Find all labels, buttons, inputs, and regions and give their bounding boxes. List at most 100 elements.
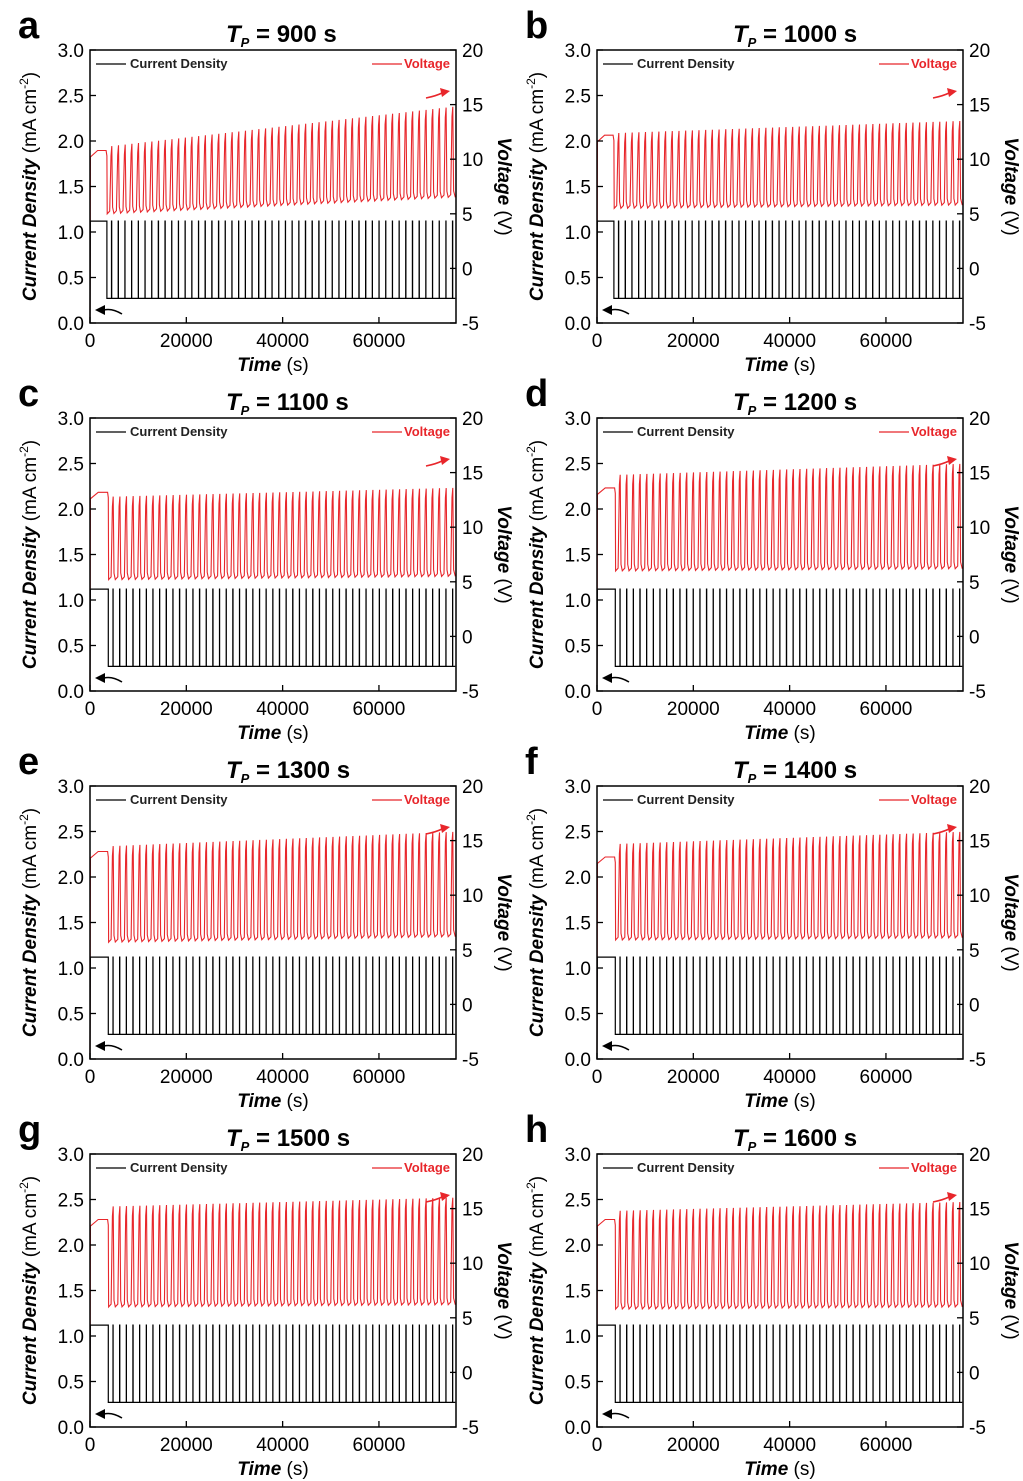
y-right-axis-label-main: Voltage bbox=[493, 1241, 514, 1309]
legend-voltage-label: Voltage bbox=[404, 56, 450, 71]
chart-panel-c: c TP = 1100 s 0 20000 40000 60000 0.0 0.5 1.0 1.5… bbox=[0, 368, 514, 744]
y-left-axis-label: Current Density (mA cm-2) bbox=[17, 808, 41, 1037]
y-left-tick-label: 0.5 bbox=[58, 637, 84, 658]
current-axis-arrow bbox=[103, 1412, 123, 1419]
y-right-tick-label: 20 bbox=[462, 777, 483, 798]
y-left-tick-label: 0.5 bbox=[565, 637, 591, 658]
y-left-axis-label-exponent: -2 bbox=[17, 78, 31, 89]
chart-panel-b: b TP = 1000 s 0 20000 40000 60000 0.0 0.5 1.0 1.5… bbox=[507, 0, 1021, 376]
y-left-tick-label: 0.0 bbox=[58, 314, 84, 335]
voltage-axis-arrow bbox=[932, 1196, 950, 1203]
y-right-tick-label: 20 bbox=[969, 41, 990, 62]
x-axis-label-unit: (s) bbox=[281, 1459, 308, 1480]
y-left-axis-label-main: Current Density bbox=[527, 1261, 548, 1405]
y-right-tick-label: 5 bbox=[969, 941, 980, 962]
current-axis-arrow bbox=[103, 676, 123, 683]
current-axis-arrowhead bbox=[95, 305, 105, 315]
y-left-tick-label: 1.5 bbox=[565, 1282, 591, 1303]
x-axis-label-unit: (s) bbox=[281, 355, 308, 376]
chart-svg: f TP = 1400 s 0 20000 40000 60000 0.0 0.5 1.0 1.5… bbox=[524, 741, 1021, 1112]
y-right-tick-label: 0 bbox=[969, 1363, 980, 1384]
y-right-tick-label: -5 bbox=[969, 314, 986, 335]
y-right-tick-label: 20 bbox=[462, 41, 483, 62]
y-left-tick-label: 2.0 bbox=[565, 1236, 591, 1257]
x-tick-label: 40000 bbox=[763, 331, 816, 352]
voltage-axis-arrow bbox=[932, 460, 950, 467]
x-tick-label: 0 bbox=[85, 331, 96, 352]
y-right-tick-label: 5 bbox=[462, 573, 473, 594]
x-tick-label: 40000 bbox=[763, 1435, 816, 1456]
y-left-axis-label: Current Density (mA cm-2) bbox=[17, 72, 41, 301]
legend-voltage-label: Voltage bbox=[911, 792, 957, 807]
x-tick-label: 60000 bbox=[353, 699, 406, 720]
x-tick-label: 60000 bbox=[353, 1435, 406, 1456]
title-variable: T bbox=[226, 21, 243, 48]
current-axis-arrowhead bbox=[95, 1041, 105, 1051]
y-right-tick-label: 15 bbox=[969, 1200, 990, 1221]
x-tick-label: 20000 bbox=[667, 699, 720, 720]
y-right-axis-label-main: Voltage bbox=[1000, 505, 1021, 573]
y-left-axis-label-main: Current Density bbox=[527, 893, 548, 1037]
x-axis-label: Time (s) bbox=[744, 723, 815, 744]
y-left-axis-label-exponent: -2 bbox=[17, 446, 31, 457]
panel-title: TP = 1600 s bbox=[733, 1125, 857, 1154]
y-left-tick-label: 2.5 bbox=[58, 823, 84, 844]
x-tick-label: 20000 bbox=[667, 1067, 720, 1088]
panel-letter: c bbox=[18, 373, 39, 415]
y-left-tick-label: 3.0 bbox=[565, 409, 591, 430]
x-axis-label-main: Time bbox=[237, 723, 281, 744]
y-left-tick-label: 2.5 bbox=[565, 1191, 591, 1212]
chart-svg: a TP = 900 s 0 20000 40000 60000 0.0 0.5 1.0 1.5 2… bbox=[17, 5, 514, 376]
y-right-axis-label-main: Voltage bbox=[493, 505, 514, 573]
y-right-axis-label: Voltage (V) bbox=[1000, 1241, 1021, 1340]
y-left-tick-label: 0.0 bbox=[565, 1050, 591, 1071]
y-right-axis-label-unit: (V) bbox=[1000, 573, 1021, 604]
current-density-series-line bbox=[89, 956, 456, 1060]
x-tick-label: 40000 bbox=[763, 1067, 816, 1088]
y-left-axis-label-main: Current Density bbox=[20, 1261, 41, 1405]
y-right-tick-label: 10 bbox=[969, 518, 990, 539]
x-tick-label: 0 bbox=[592, 331, 603, 352]
voltage-axis-arrow bbox=[425, 460, 443, 467]
y-right-tick-label: -5 bbox=[969, 1050, 986, 1071]
y-left-axis-label-exponent: -2 bbox=[524, 446, 538, 457]
y-left-tick-label: 3.0 bbox=[58, 41, 84, 62]
y-right-axis-label-unit: (V) bbox=[493, 1309, 514, 1340]
title-value: = 1400 s bbox=[756, 757, 857, 784]
title-variable: T bbox=[733, 757, 750, 784]
voltage-axis-arrowhead bbox=[947, 456, 957, 465]
y-left-axis-label-exponent: -2 bbox=[524, 1182, 538, 1193]
chart-panel-f: f TP = 1400 s 0 20000 40000 60000 0.0 0.5 1.0 1.5… bbox=[507, 736, 1021, 1112]
y-left-tick-label: 0.5 bbox=[58, 269, 84, 290]
x-tick-label: 20000 bbox=[160, 1435, 213, 1456]
y-left-axis-label-close: ) bbox=[527, 808, 548, 814]
y-right-axis-label-unit: (V) bbox=[493, 941, 514, 972]
y-right-tick-label: -5 bbox=[462, 1050, 479, 1071]
panel-letter: b bbox=[525, 5, 548, 47]
y-right-axis-label-unit: (V) bbox=[1000, 941, 1021, 972]
current-axis-arrow bbox=[103, 1044, 123, 1051]
title-variable: T bbox=[733, 1125, 750, 1152]
y-left-axis-label-main: Current Density bbox=[527, 525, 548, 669]
y-left-tick-label: 3.0 bbox=[565, 1145, 591, 1166]
y-left-axis-label-unit: (mA cm bbox=[20, 457, 41, 527]
y-left-axis-label-main: Current Density bbox=[20, 157, 41, 301]
voltage-series-line bbox=[89, 487, 456, 686]
y-left-axis-label-close: ) bbox=[20, 1176, 41, 1182]
x-tick-label: 0 bbox=[85, 1067, 96, 1088]
y-left-axis-label-unit: (mA cm bbox=[20, 1193, 41, 1263]
x-tick-label: 0 bbox=[592, 699, 603, 720]
voltage-axis-arrowhead bbox=[947, 88, 957, 97]
x-axis-label-unit: (s) bbox=[788, 723, 815, 744]
y-right-axis-label-unit: (V) bbox=[1000, 205, 1021, 236]
y-right-axis-label: Voltage (V) bbox=[493, 505, 514, 604]
x-tick-label: 20000 bbox=[667, 331, 720, 352]
y-right-axis-label-main: Voltage bbox=[1000, 873, 1021, 941]
x-axis-label-main: Time bbox=[237, 355, 281, 376]
y-left-axis-label-exponent: -2 bbox=[17, 814, 31, 825]
y-right-tick-label: 0 bbox=[969, 627, 980, 648]
y-left-tick-label: 1.5 bbox=[58, 178, 84, 199]
x-tick-label: 60000 bbox=[353, 331, 406, 352]
y-left-tick-label: 0.5 bbox=[565, 1373, 591, 1394]
title-value: = 1600 s bbox=[756, 1125, 857, 1152]
